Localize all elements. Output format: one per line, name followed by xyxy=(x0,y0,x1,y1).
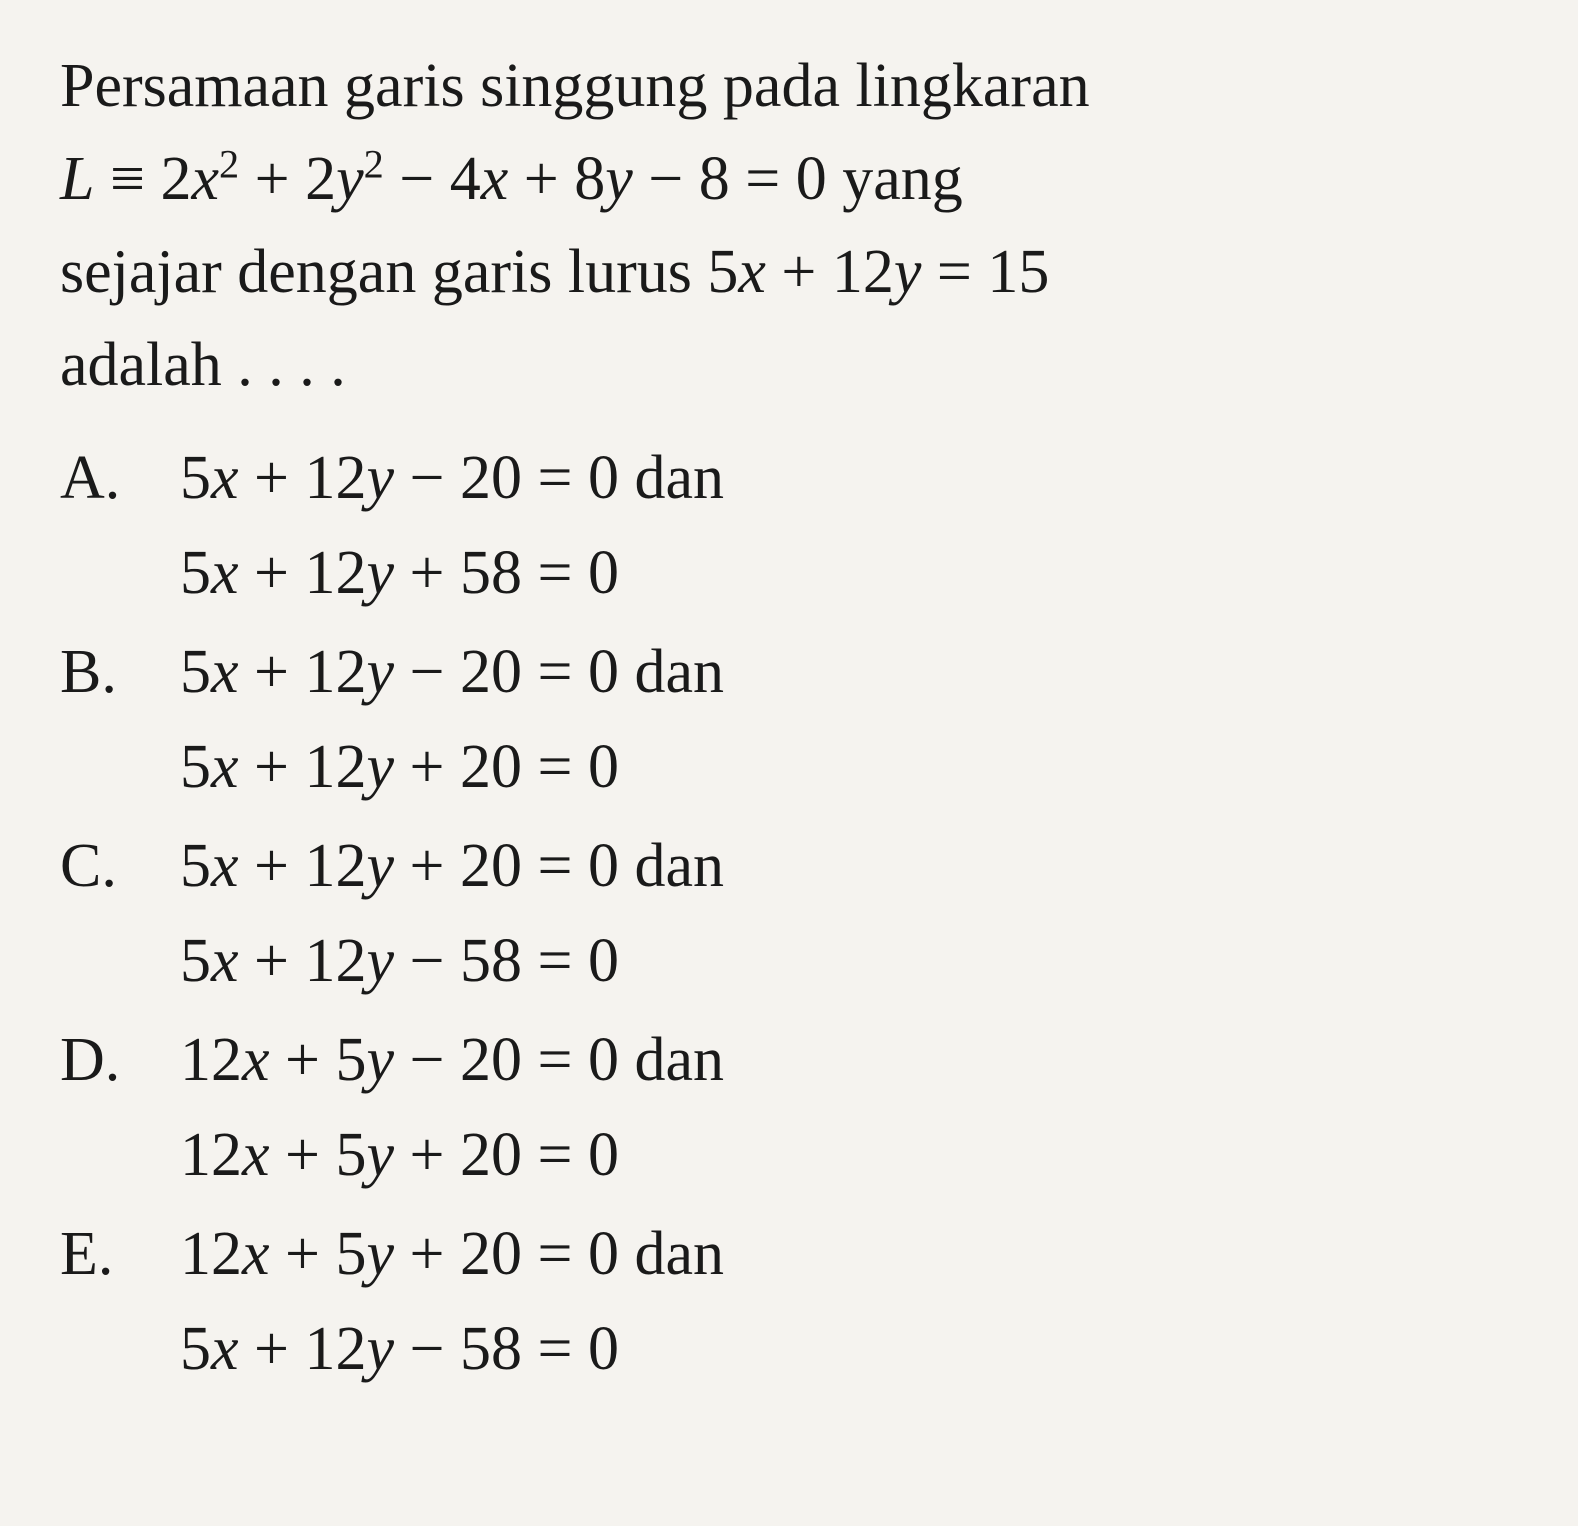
option-d-line-1: 12x + 5y − 20 = 0 dan xyxy=(180,1014,1518,1107)
option-d-suffix-1: dan xyxy=(634,1026,724,1094)
option-letter-e: E. xyxy=(60,1208,180,1301)
option-d: D. 12x + 5y − 20 = 0 dan 12x + 5y + 20 =… xyxy=(60,1014,1518,1204)
option-a-line-1: 5x + 12y − 20 = 0 dan xyxy=(180,432,1518,525)
option-content-e: 12x + 5y + 20 = 0 dan 5x + 12y − 58 = 0 xyxy=(180,1208,1518,1398)
option-b-eq-1: 5x + 12y − 20 = 0 xyxy=(180,638,619,706)
option-content-d: 12x + 5y − 20 = 0 dan 12x + 5y + 20 = 0 xyxy=(180,1014,1518,1204)
question-text-yang: yang xyxy=(842,145,963,213)
option-a-suffix-1: dan xyxy=(634,444,724,512)
question-eq-main: 2x2 + 2y2 − 4x + 8y − 8 = 0 xyxy=(160,145,826,213)
option-c: C. 5x + 12y + 20 = 0 dan 5x + 12y − 58 =… xyxy=(60,820,1518,1010)
option-c-line-1: 5x + 12y + 20 = 0 dan xyxy=(180,820,1518,913)
option-b-suffix-1: dan xyxy=(634,638,724,706)
question-stem: Persamaan garis singgung pada lingkaran … xyxy=(60,40,1518,412)
option-e-suffix-1: dan xyxy=(634,1220,724,1288)
option-a: A. 5x + 12y − 20 = 0 dan 5x + 12y + 58 =… xyxy=(60,432,1518,622)
question-line-4: adalah . . . . xyxy=(60,319,1518,412)
question-line-3: sejajar dengan garis lurus 5x + 12y = 15 xyxy=(60,226,1518,319)
option-content-a: 5x + 12y − 20 = 0 dan 5x + 12y + 58 = 0 xyxy=(180,432,1518,622)
question-line-2: L ≡ 2x2 + 2y2 − 4x + 8y − 8 = 0 yang xyxy=(60,133,1518,226)
option-d-eq-1: 12x + 5y − 20 = 0 xyxy=(180,1026,619,1094)
option-c-suffix-1: dan xyxy=(634,832,724,900)
option-letter-a: A. xyxy=(60,432,180,525)
option-e-eq-2: 5x + 12y − 58 = 0 xyxy=(180,1315,619,1383)
equiv-symbol: ≡ xyxy=(110,145,145,213)
option-e-line-2: 5x + 12y − 58 = 0 xyxy=(180,1303,1518,1396)
question-eq-line: 5x + 12y = 15 xyxy=(707,238,1049,306)
option-b-line-1: 5x + 12y − 20 = 0 dan xyxy=(180,626,1518,719)
option-e-line-1: 12x + 5y + 20 = 0 dan xyxy=(180,1208,1518,1301)
option-c-eq-2: 5x + 12y − 58 = 0 xyxy=(180,927,619,995)
option-letter-d: D. xyxy=(60,1014,180,1107)
option-e-eq-1: 12x + 5y + 20 = 0 xyxy=(180,1220,619,1288)
option-d-line-2: 12x + 5y + 20 = 0 xyxy=(180,1109,1518,1202)
option-b: B. 5x + 12y − 20 = 0 dan 5x + 12y + 20 =… xyxy=(60,626,1518,816)
option-d-eq-2: 12x + 5y + 20 = 0 xyxy=(180,1121,619,1189)
option-a-eq-1: 5x + 12y − 20 = 0 xyxy=(180,444,619,512)
question-text-3: sejajar dengan garis lurus xyxy=(60,238,692,306)
option-c-line-2: 5x + 12y − 58 = 0 xyxy=(180,915,1518,1008)
option-letter-b: B. xyxy=(60,626,180,719)
option-content-b: 5x + 12y − 20 = 0 dan 5x + 12y + 20 = 0 xyxy=(180,626,1518,816)
option-b-line-2: 5x + 12y + 20 = 0 xyxy=(180,721,1518,814)
question-line-1: Persamaan garis singgung pada lingkaran xyxy=(60,40,1518,133)
option-letter-c: C. xyxy=(60,820,180,913)
option-b-eq-2: 5x + 12y + 20 = 0 xyxy=(180,733,619,801)
option-c-eq-1: 5x + 12y + 20 = 0 xyxy=(180,832,619,900)
question-text-4: adalah . . . . xyxy=(60,331,346,399)
options-list: A. 5x + 12y − 20 = 0 dan 5x + 12y + 58 =… xyxy=(60,432,1518,1398)
eq-L: L xyxy=(60,145,94,213)
option-a-line-2: 5x + 12y + 58 = 0 xyxy=(180,527,1518,620)
question-text-1: Persamaan garis singgung pada lingkaran xyxy=(60,52,1090,120)
option-a-eq-2: 5x + 12y + 58 = 0 xyxy=(180,539,619,607)
option-e: E. 12x + 5y + 20 = 0 dan 5x + 12y − 58 =… xyxy=(60,1208,1518,1398)
option-content-c: 5x + 12y + 20 = 0 dan 5x + 12y − 58 = 0 xyxy=(180,820,1518,1010)
